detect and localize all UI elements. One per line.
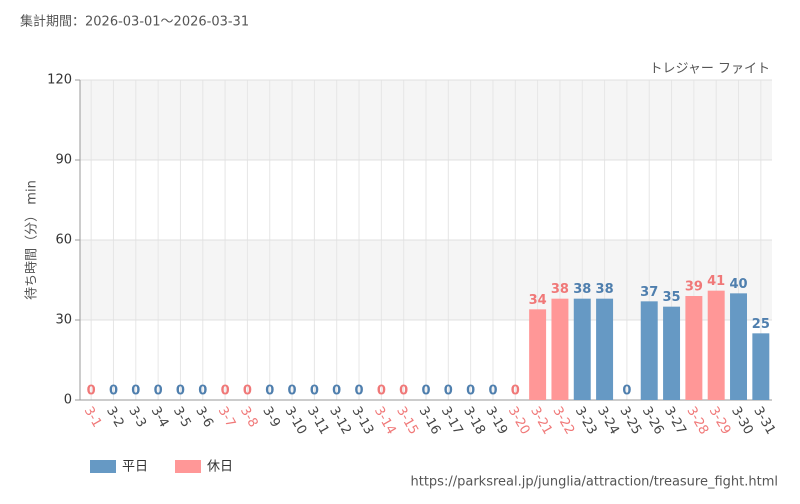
value-label: 38 <box>596 282 614 297</box>
bar <box>663 306 681 400</box>
value-label: 35 <box>663 290 681 305</box>
value-label: 41 <box>707 274 725 289</box>
y-tick-label: 30 <box>55 313 72 328</box>
value-label: 37 <box>640 285 658 300</box>
x-tick-label: 3-19 <box>482 404 510 437</box>
bar <box>551 298 569 400</box>
bar <box>573 298 591 400</box>
x-tick-label: 3-4 <box>148 404 172 430</box>
x-tick-label: 3-28 <box>683 404 711 437</box>
x-tick-label: 3-12 <box>326 404 354 437</box>
value-label: 0 <box>622 384 631 399</box>
y-tick-label: 0 <box>64 393 72 408</box>
value-label: 25 <box>752 317 770 332</box>
x-tick-label: 3-9 <box>259 404 283 430</box>
value-label: 38 <box>551 282 569 297</box>
value-label: 0 <box>399 384 408 399</box>
value-label: 0 <box>198 384 207 399</box>
value-label: 39 <box>685 280 703 295</box>
x-tick-label: 3-8 <box>237 404 261 430</box>
value-label: 0 <box>109 384 118 399</box>
legend-label: 休日 <box>207 460 233 475</box>
x-tick-label: 3-1 <box>81 404 105 430</box>
value-label: 0 <box>243 384 252 399</box>
x-tick-label: 3-25 <box>616 404 644 437</box>
value-label: 0 <box>131 384 140 399</box>
value-label: 0 <box>154 384 163 399</box>
x-tick-label: 3-18 <box>460 404 488 437</box>
bar <box>685 296 703 400</box>
bar <box>640 301 658 400</box>
header: 集計期間：2026-03-01～2026-03-31 <box>20 14 249 30</box>
x-tick-label: 3-24 <box>594 404 622 437</box>
x-tick-label: 3-30 <box>728 404 756 437</box>
x-tick-label: 3-13 <box>349 404 377 437</box>
y-tick-label: 60 <box>55 233 72 248</box>
value-label: 0 <box>466 384 475 399</box>
bar <box>596 298 614 400</box>
value-label: 34 <box>529 293 547 308</box>
x-tick-label: 3-11 <box>304 404 332 437</box>
x-tick-label: 3-31 <box>750 404 778 437</box>
x-tick-label: 3-2 <box>103 404 127 430</box>
value-label: 0 <box>221 384 230 399</box>
value-label: 0 <box>355 384 364 399</box>
x-tick-label: 3-14 <box>371 404 399 437</box>
value-label: 0 <box>377 384 386 399</box>
x-tick-label: 3-3 <box>125 404 149 430</box>
value-label: 0 <box>288 384 297 399</box>
value-label: 0 <box>310 384 319 399</box>
bar <box>752 333 770 400</box>
x-tick-label: 3-15 <box>393 404 421 437</box>
value-label: 0 <box>421 384 430 399</box>
x-tick-label: 3-16 <box>416 404 444 437</box>
y-tick-label: 90 <box>55 153 72 168</box>
bar <box>529 309 547 400</box>
x-tick-label: 3-26 <box>639 404 667 437</box>
x-tick-label: 3-6 <box>192 404 216 430</box>
value-label: 0 <box>176 384 185 399</box>
x-tick-label: 3-21 <box>527 404 555 437</box>
value-label: 0 <box>332 384 341 399</box>
value-label: 0 <box>444 384 453 399</box>
value-label: 0 <box>265 384 274 399</box>
x-tick-label: 3-29 <box>706 404 734 437</box>
value-label: 0 <box>488 384 497 399</box>
x-tick-label: 3-10 <box>282 404 310 437</box>
legend-swatch <box>90 460 116 473</box>
y-axis-label: 待ち時間（分） min <box>25 180 40 300</box>
x-tick-label: 3-23 <box>572 404 600 437</box>
x-tick-label: 3-17 <box>438 404 466 437</box>
value-label: 40 <box>729 277 747 292</box>
value-label: 0 <box>87 384 96 399</box>
x-tick-label: 3-7 <box>215 404 239 430</box>
legend-label: 平日 <box>122 460 148 475</box>
x-tick-label: 3-5 <box>170 404 194 430</box>
chart-subtitle: トレジャー ファイト <box>650 62 770 77</box>
bar <box>707 290 725 400</box>
bar <box>730 293 747 400</box>
x-tick-label: 3-22 <box>549 404 577 437</box>
value-label: 0 <box>511 384 520 399</box>
x-tick-label: 3-20 <box>505 404 533 437</box>
footer: https://parksreal.jp/junglia/attraction/… <box>411 475 779 490</box>
legend-swatch <box>175 460 201 473</box>
y-tick-label: 120 <box>47 73 72 88</box>
value-label: 38 <box>573 282 591 297</box>
x-tick-label: 3-27 <box>661 404 689 437</box>
